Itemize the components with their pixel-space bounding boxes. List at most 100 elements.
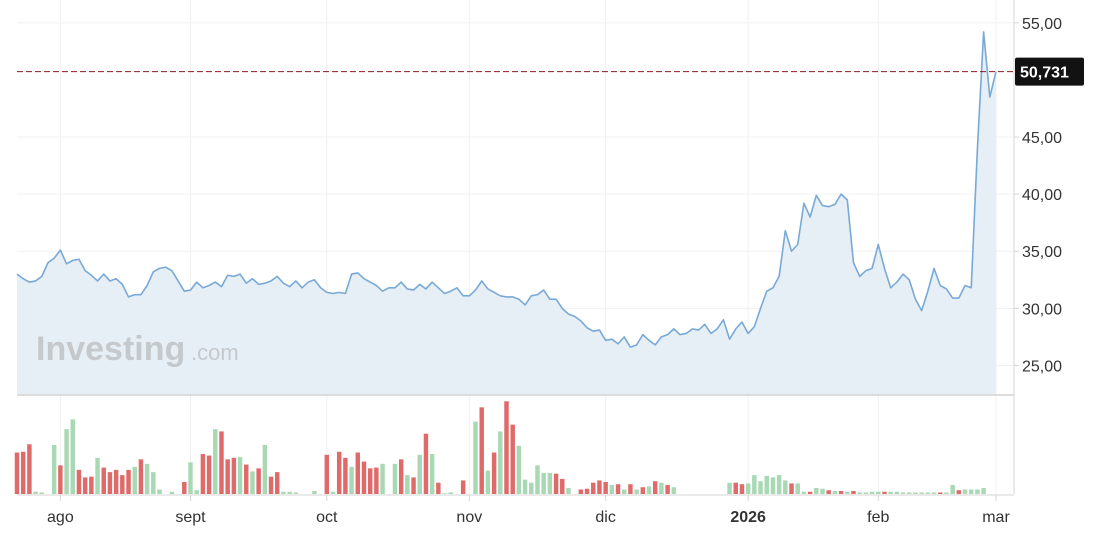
y-tick-label: 40,00 <box>1022 187 1062 204</box>
volume-bar <box>814 487 819 494</box>
y-tick-label: 35,00 <box>1022 244 1062 261</box>
volume-bar <box>882 491 887 494</box>
price-line <box>16 31 997 348</box>
y-tick-label: 45,00 <box>1022 130 1062 147</box>
volume-bar <box>392 463 398 494</box>
volume-bar <box>770 477 776 494</box>
volume-bar <box>981 487 986 494</box>
volume-bar <box>367 468 373 494</box>
chart-axes <box>17 0 1015 496</box>
watermark-brand: Investing <box>36 330 185 368</box>
y-tick-label: 30,00 <box>1022 301 1062 318</box>
volume-bar <box>838 490 844 494</box>
volume-bar <box>51 445 57 494</box>
volume-bar <box>603 481 608 494</box>
volume-bar <box>244 464 249 494</box>
volume-bar <box>727 482 732 494</box>
volume-bar <box>423 433 429 494</box>
volume-bar <box>950 484 955 494</box>
volume-bar <box>194 490 199 494</box>
volume-bar <box>398 459 404 494</box>
volume-bar <box>869 491 875 494</box>
volume-bar <box>863 492 869 494</box>
volume-bar <box>429 454 435 494</box>
volume-bar <box>182 481 187 494</box>
volume-bar <box>281 491 286 494</box>
volume-bar <box>14 452 20 494</box>
volume-bar <box>733 482 738 494</box>
volume-bar <box>758 481 763 494</box>
volume-bar <box>510 424 515 494</box>
volume-bar <box>820 488 825 494</box>
volume-bar <box>925 492 931 494</box>
volume-bar <box>268 476 274 494</box>
volume-bar <box>107 472 113 494</box>
volume-bar <box>913 492 918 494</box>
volume-bar <box>745 483 751 494</box>
volume-bar <box>646 486 652 494</box>
volume-bar <box>659 482 664 494</box>
volume-bar <box>968 489 974 494</box>
volume-bar <box>349 466 354 494</box>
volume-bar <box>931 492 937 494</box>
x-tick-label: feb <box>867 509 889 526</box>
x-tick-label: oct <box>316 509 338 526</box>
volume-bar <box>225 459 230 494</box>
volume-bar <box>380 463 385 494</box>
volume-bar <box>256 468 261 494</box>
volume-bar <box>101 467 106 494</box>
volume-bar <box>535 465 540 494</box>
volume-bar <box>584 488 590 494</box>
x-tick-label: dic <box>595 509 615 526</box>
volume-bar <box>789 483 794 494</box>
volume-bar <box>560 478 565 494</box>
volume-bar <box>460 480 466 494</box>
volume-bar <box>132 466 137 494</box>
volume-bar <box>597 480 602 494</box>
volume-bar <box>652 481 658 494</box>
volume-bar <box>39 492 45 494</box>
volume-bar <box>374 467 379 494</box>
volume-bar <box>516 445 522 494</box>
volume-bar <box>944 492 949 494</box>
volume-bar <box>634 489 639 494</box>
volume-bar <box>144 463 150 494</box>
volume-bar <box>157 489 162 494</box>
y-tick-label: 25,00 <box>1022 358 1062 375</box>
last-price-badge-background <box>1015 57 1084 86</box>
last-price-badge: 50,731 <box>1015 57 1084 86</box>
volume-bar <box>324 454 330 494</box>
volume-bar <box>795 483 800 494</box>
volume-bar <box>473 421 478 494</box>
volume-bar <box>919 492 924 494</box>
volume-bar <box>411 477 416 494</box>
volume-bar <box>126 469 131 494</box>
volume-bar <box>640 487 646 494</box>
volume-bar <box>448 492 453 494</box>
volume-bar <box>541 472 546 494</box>
x-tick-label: sept <box>175 509 206 526</box>
volume-bar <box>120 475 125 494</box>
x-axis-ticks: ago sept oct nov dic 2026 feb mar <box>47 495 1010 526</box>
volume-bar <box>151 472 156 494</box>
x-tick-label: nov <box>456 509 482 526</box>
volume-bar <box>200 454 206 494</box>
volume-bar <box>237 457 243 494</box>
volume-bar <box>188 462 193 494</box>
volume-bar <box>33 491 38 494</box>
price-area-fill <box>17 31 996 394</box>
volume-bar <box>58 465 63 494</box>
watermark-suffix: .com <box>191 340 239 365</box>
last-price-label: 50,731 <box>1020 65 1069 82</box>
volume-bar <box>417 454 422 494</box>
volume-bar <box>355 452 361 494</box>
volume-bar <box>336 451 342 494</box>
chart-grid <box>17 0 1014 494</box>
volume-bar <box>330 491 336 494</box>
volume-bar <box>479 407 484 494</box>
volume-bar <box>70 419 75 494</box>
volume-bar <box>845 491 850 494</box>
volume-bar <box>405 475 410 494</box>
volume-bar <box>442 493 447 494</box>
